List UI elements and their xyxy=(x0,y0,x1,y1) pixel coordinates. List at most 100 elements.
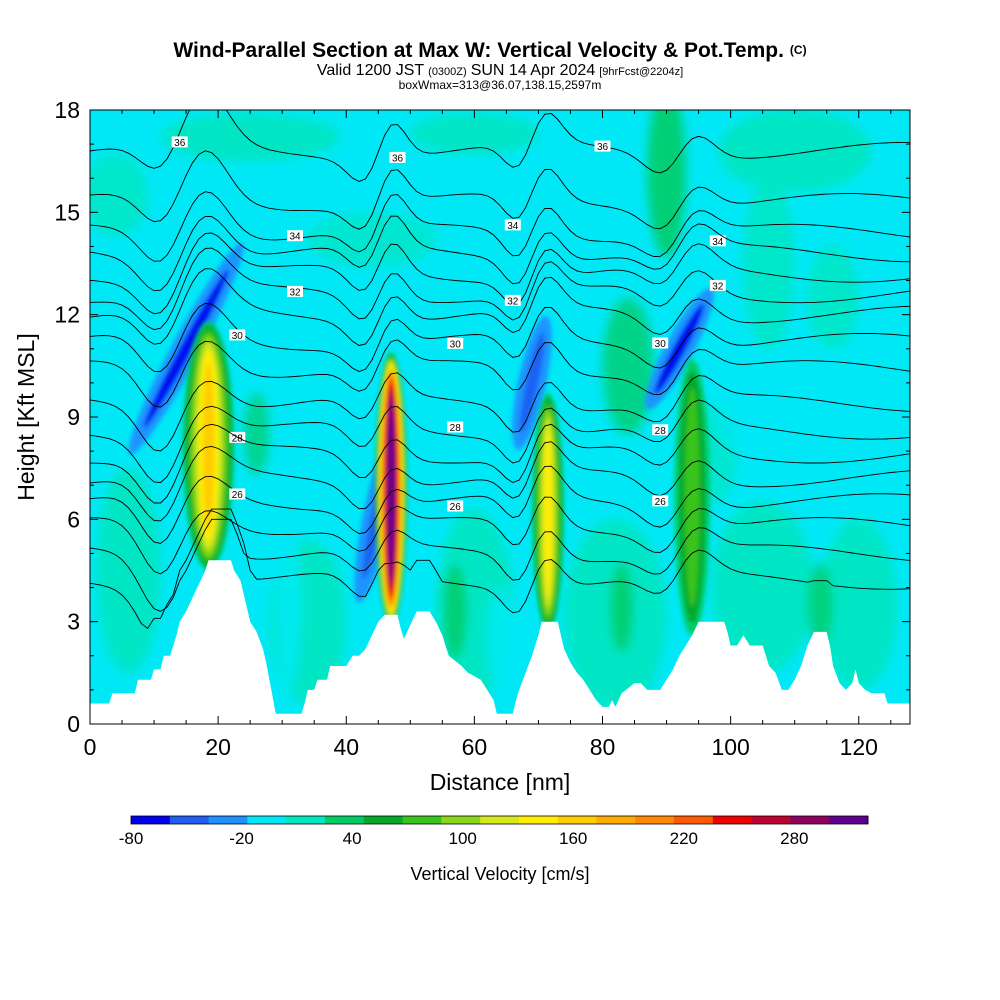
region-upper-teal xyxy=(90,154,148,237)
theta-label-text: 28 xyxy=(450,423,462,434)
colorbar-swatch xyxy=(790,816,830,824)
colorbar: -80 -20 40 100 160 220 280 xyxy=(119,815,869,848)
velocity-soft-regions xyxy=(90,110,898,711)
theta-label: 36 xyxy=(594,140,611,153)
theta-label: 32 xyxy=(504,294,521,307)
colorbar-frame xyxy=(130,815,869,825)
y-axis-title: Height [Kft MSL] xyxy=(13,333,39,500)
colorbar-swatch xyxy=(596,816,636,824)
theta-label-box xyxy=(504,219,521,231)
region-weak-down xyxy=(275,519,302,690)
theta-label-box xyxy=(229,488,246,500)
theta-label-text: 30 xyxy=(655,339,667,350)
theta-contour xyxy=(90,232,910,315)
region-weak-down xyxy=(413,451,446,588)
colorbar-swatch xyxy=(712,816,753,824)
x-tick-label: 60 xyxy=(462,734,488,760)
theta-label-text: 30 xyxy=(232,331,244,342)
colorbar-tick-label: 40 xyxy=(343,829,362,848)
theta-contour xyxy=(90,268,910,346)
theta-label: 36 xyxy=(171,136,188,149)
region-upper-teal xyxy=(410,113,539,155)
region-mid-green xyxy=(602,297,654,435)
colorbar-swatch xyxy=(131,816,171,824)
theta-label-text: 34 xyxy=(289,232,301,243)
colorbar-swatch xyxy=(480,816,520,824)
region-lower-teal xyxy=(820,519,898,690)
theta-label-text: 26 xyxy=(655,497,667,508)
theta-label-box xyxy=(504,294,521,306)
theta-label-box xyxy=(709,279,726,291)
colorbar-swatch xyxy=(751,816,791,824)
updraft-level xyxy=(388,406,394,571)
theta-contour xyxy=(90,423,910,504)
x-tick-label: 80 xyxy=(590,734,616,760)
theta-label: 36 xyxy=(389,151,406,164)
colorbar-tick-label: 220 xyxy=(670,829,698,848)
theta-label-box xyxy=(652,495,669,507)
theta-contour xyxy=(90,372,910,452)
theta-label-box xyxy=(652,424,669,436)
velocity-field xyxy=(90,110,898,711)
colorbar-swatch xyxy=(324,816,365,824)
colorbar-swatch xyxy=(674,816,714,824)
downdraft-core xyxy=(143,269,229,428)
theta-label: 30 xyxy=(652,337,669,350)
theta-contour xyxy=(90,441,910,522)
region-lower-teal xyxy=(96,468,161,673)
theta-label-box xyxy=(389,151,406,163)
theta-label-box xyxy=(287,230,303,242)
y-tick-label: 18 xyxy=(54,97,80,123)
theta-label: 26 xyxy=(447,500,464,513)
theta-contour xyxy=(90,496,910,575)
theta-contour xyxy=(90,465,910,544)
theta-label: 32 xyxy=(287,285,303,298)
region-upper-green xyxy=(647,110,686,257)
theta-contour xyxy=(90,150,910,230)
colorbar-swatch xyxy=(557,816,597,824)
colorbar-swatch xyxy=(208,816,248,824)
y-tick-label: 9 xyxy=(67,404,80,430)
region-mid-green xyxy=(243,393,270,475)
theta-label-text: 32 xyxy=(507,296,519,307)
theta-label-text: 36 xyxy=(392,153,404,164)
y-tick-label: 0 xyxy=(67,711,80,737)
theta-label-text: 34 xyxy=(712,237,724,248)
y-tick-label: 12 xyxy=(54,302,80,328)
theta-label-text: 34 xyxy=(507,221,519,232)
colorbar-swatch xyxy=(635,816,675,824)
colorbar-tick-label: 160 xyxy=(559,829,587,848)
updraft-cores xyxy=(182,321,711,636)
region-low-green xyxy=(610,563,634,653)
region-upper-teal xyxy=(307,212,436,267)
colorbar-tick-label: 280 xyxy=(780,829,808,848)
theta-contour xyxy=(90,339,910,408)
x-tick-label: 20 xyxy=(205,734,231,760)
theta-label: 28 xyxy=(652,424,669,437)
region-upper-teal xyxy=(807,246,859,349)
theta-label: 34 xyxy=(709,235,726,248)
colorbar-swatch xyxy=(441,816,481,824)
region-upper-teal xyxy=(717,110,872,192)
colorbar-title: Vertical Velocity [cm/s] xyxy=(410,864,589,884)
theta-label-text: 32 xyxy=(712,281,724,292)
region-weak-down xyxy=(487,587,513,690)
colorbar-swatch xyxy=(247,816,287,824)
theta-label-box xyxy=(447,337,464,349)
terrain xyxy=(90,560,910,724)
y-tick-label: 6 xyxy=(67,506,80,532)
region-upper-teal xyxy=(160,113,340,162)
updraft-level xyxy=(684,387,700,607)
theta-label-box xyxy=(229,329,246,341)
theta-label: 26 xyxy=(229,488,246,501)
theta-label-text: 36 xyxy=(597,142,609,153)
x-tick-label: 100 xyxy=(711,734,749,760)
theta-label: 34 xyxy=(504,219,521,232)
theta-label-box xyxy=(709,235,726,247)
box-info: boxWmax=313@36.07,138.15,2597m xyxy=(399,78,602,92)
x-tick-label: 0 xyxy=(84,734,97,760)
theta-label-text: 32 xyxy=(289,287,301,298)
theta-label: 30 xyxy=(447,337,464,350)
downdraft-core xyxy=(654,303,704,395)
